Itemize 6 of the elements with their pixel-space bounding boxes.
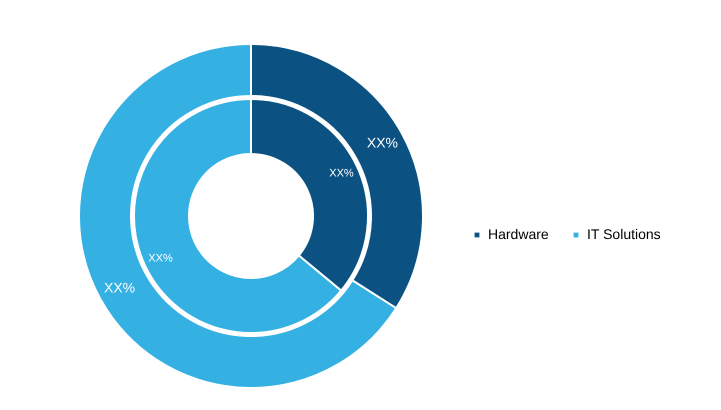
data-label: XX%: [329, 167, 354, 180]
legend-label: Hardware: [488, 226, 549, 242]
legend-label: IT Solutions: [587, 226, 661, 242]
data-label: XX%: [366, 134, 398, 151]
data-label: XX%: [148, 252, 173, 265]
data-label: XX%: [104, 279, 136, 296]
